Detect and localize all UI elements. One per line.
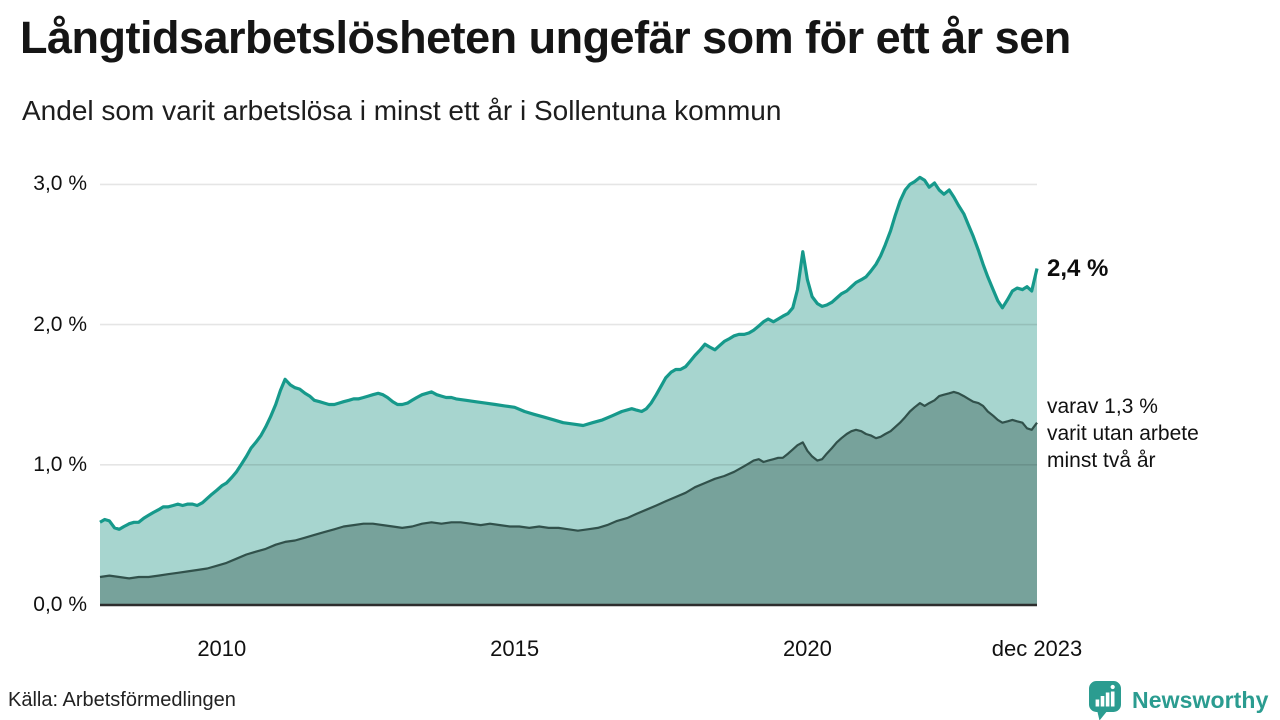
x-tick-label: 2020 [782,636,832,661]
page-subtitle: Andel som varit arbetslösa i minst ett å… [22,95,782,126]
page-title: Långtidsarbetslösheten ungefär som för e… [20,12,1071,63]
x-tick-label: 2015 [490,636,540,661]
y-tick-label: 0,0 % [33,593,87,616]
y-tick-label: 2,0 % [33,312,87,336]
total-line [99,175,1039,531]
y-tick-label: 3,0 % [33,172,87,196]
two-year-area-fill [100,391,1037,605]
x-tick-label: dec 2023 [991,636,1083,661]
x-tick-label: 2010 [197,636,247,661]
source-note: Källa: Arbetsförmedlingen [8,689,236,711]
two-year-line [99,390,1038,580]
newsworthy-wordmark: Newsworthy [1132,687,1269,713]
newsworthy-logo: Newsworthy [1088,680,1268,720]
latest-value-label: 2,4 % [1047,255,1109,282]
y-tick-label: 1,0 % [33,452,87,476]
newsworthy-icon [1089,681,1121,720]
two-year-annotation: varav 1,3 % varit utan arbete minst två … [1047,395,1199,472]
